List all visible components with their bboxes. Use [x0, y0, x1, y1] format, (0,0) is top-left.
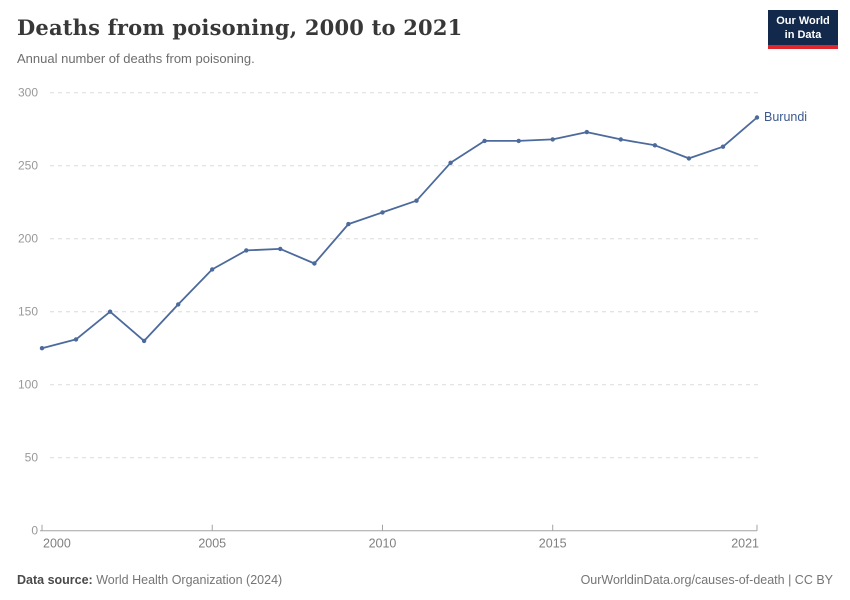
data-point [210, 267, 215, 272]
x-axis-tick-label: 2010 [369, 537, 397, 551]
x-axis-tick-label: 2005 [198, 537, 226, 551]
data-point [618, 137, 623, 142]
data-point [754, 115, 760, 120]
y-axis-tick-label: 200 [18, 232, 38, 246]
data-point [448, 160, 453, 165]
data-point [244, 248, 249, 253]
data-point [686, 156, 692, 161]
data-line-burundi [41, 116, 758, 350]
data-point [107, 309, 113, 314]
chart-footer: Data source: World Health Organization (… [17, 573, 833, 587]
data-point [278, 246, 283, 252]
data-point [39, 346, 45, 351]
credit-link[interactable]: OurWorldinData.org/causes-of-death | CC … [580, 573, 833, 587]
y-axis-tick-label: 50 [25, 451, 39, 465]
data-point [141, 338, 147, 344]
data-point [584, 129, 589, 135]
data-source-text: Data source: World Health Organization (… [17, 573, 282, 587]
data-source-value: World Health Organization (2024) [92, 573, 283, 587]
x-axis-tick-label: 2021 [731, 537, 759, 551]
x-axis-tick-label: 2000 [43, 537, 71, 551]
owid-logo-line1: Our World [776, 15, 830, 27]
entity-label-burundi[interactable]: Burundi [764, 110, 808, 124]
data-point [550, 137, 555, 142]
data-point [312, 261, 317, 266]
page-subtitle: Annual number of deaths from poisoning. [17, 51, 255, 66]
data-point [346, 221, 351, 227]
y-axis-tick-label: 250 [18, 159, 38, 173]
owid-logo[interactable]: Our World in Data [768, 10, 838, 49]
y-axis-tick-label: 100 [18, 378, 38, 392]
data-point [516, 138, 521, 144]
y-axis-tick-label: 0 [31, 524, 38, 538]
y-axis-tick-label: 150 [18, 305, 38, 319]
data-point [176, 302, 181, 307]
x-axis-tick-label: 2015 [539, 537, 567, 551]
data-point [652, 143, 658, 148]
data-point [380, 210, 385, 215]
y-axis-tick-label: 300 [18, 86, 38, 100]
owid-logo-line2: in Data [784, 28, 822, 41]
data-point [720, 144, 726, 149]
page-title: Deaths from poisoning, 2000 to 2021 [17, 15, 463, 40]
data-source-label: Data source: [17, 573, 93, 587]
data-point [414, 198, 419, 203]
data-point [482, 138, 487, 144]
data-point [73, 337, 79, 342]
